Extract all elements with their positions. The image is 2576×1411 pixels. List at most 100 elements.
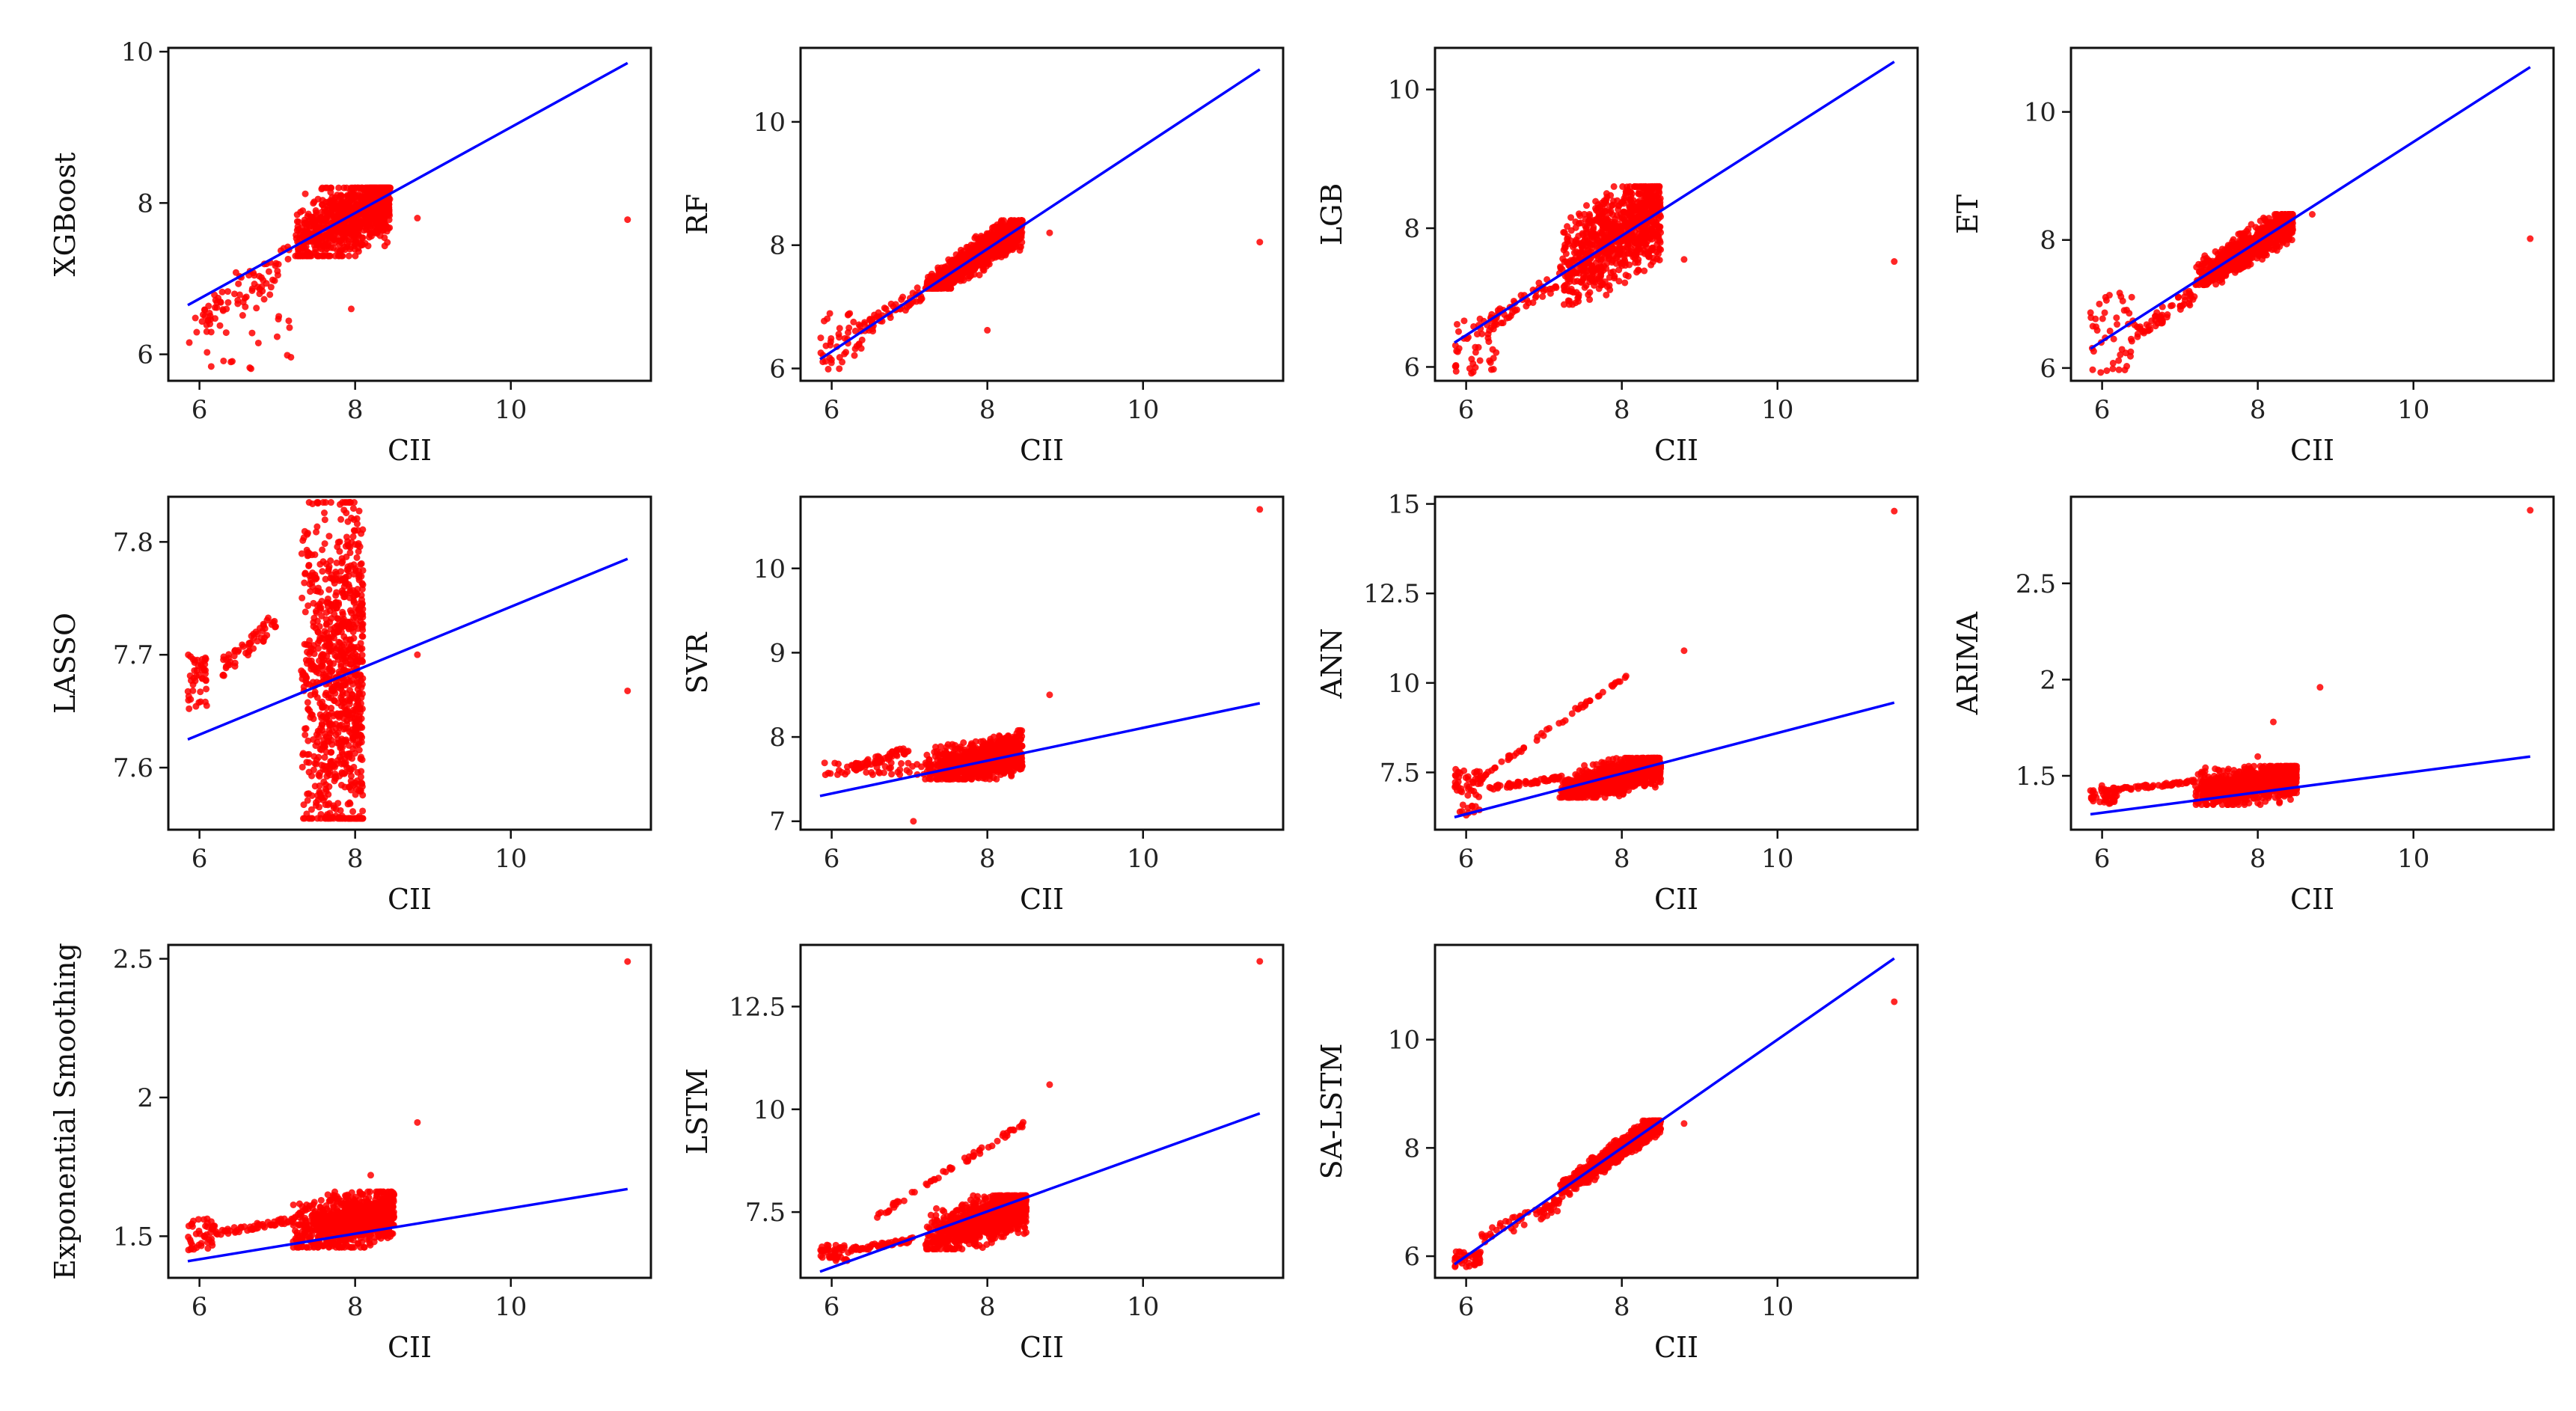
axes-frame <box>1434 46 1919 382</box>
data-point <box>1604 218 1612 226</box>
data-point <box>2106 327 2114 334</box>
data-point <box>266 291 274 299</box>
data-point <box>987 235 994 242</box>
data-point <box>2115 357 2123 364</box>
data-point <box>313 602 321 610</box>
data-point <box>1633 248 1640 256</box>
data-point <box>304 699 311 706</box>
data-point <box>187 677 195 685</box>
data-point <box>1635 266 1642 274</box>
data-point <box>909 290 917 297</box>
data-point <box>216 322 224 329</box>
data-point <box>1603 260 1611 267</box>
data-point <box>2266 239 2274 247</box>
y-axis-title: LGB <box>1315 183 1348 246</box>
data-point <box>268 621 275 628</box>
data-point <box>322 788 330 795</box>
data-point <box>186 705 193 712</box>
data-point <box>310 735 317 743</box>
data-point <box>248 329 256 337</box>
data-point <box>354 679 361 686</box>
data-point <box>335 241 343 248</box>
data-point <box>339 750 346 758</box>
data-point <box>347 772 355 780</box>
data-point <box>1621 262 1629 269</box>
data-point <box>322 499 329 506</box>
data-point <box>956 251 964 259</box>
data-point <box>354 215 361 222</box>
data-point <box>858 336 866 343</box>
data-point <box>251 272 258 279</box>
data-point <box>851 352 858 359</box>
data-point <box>1642 201 1649 208</box>
y-axis-title: ET <box>1951 195 1984 234</box>
data-point <box>2240 259 2248 266</box>
data-point <box>1644 189 1651 196</box>
data-point <box>322 621 330 628</box>
data-point <box>316 769 324 777</box>
data-point <box>1523 302 1530 310</box>
data-point <box>1567 285 1575 293</box>
y-axis-title: RF <box>681 194 714 235</box>
x-tick-label: 6 <box>192 395 208 425</box>
data-point <box>1622 192 1630 199</box>
fit-line <box>187 61 628 307</box>
data-point <box>310 200 317 207</box>
data-point <box>2271 212 2279 220</box>
data-point <box>2221 246 2229 254</box>
data-point <box>186 339 193 346</box>
data-point <box>850 318 857 325</box>
data-point <box>347 777 355 785</box>
data-point <box>861 319 869 326</box>
data-point <box>1560 283 1567 290</box>
data-point <box>301 252 308 260</box>
data-point <box>351 527 358 534</box>
data-point <box>2268 224 2275 231</box>
data-point <box>1891 258 1898 266</box>
data-point <box>305 706 312 713</box>
data-point <box>2201 252 2209 260</box>
data-point <box>384 239 391 246</box>
data-point <box>299 763 306 771</box>
data-point <box>260 637 267 645</box>
data-point <box>2218 275 2226 283</box>
data-point <box>1595 285 1603 293</box>
data-point <box>359 610 367 618</box>
data-point <box>1585 218 1592 225</box>
data-point <box>898 296 905 303</box>
data-point <box>195 699 203 706</box>
data-point <box>1454 328 1462 335</box>
data-point <box>304 552 311 560</box>
data-point <box>1630 203 1638 210</box>
data-point <box>348 609 355 616</box>
data-point <box>358 580 366 587</box>
data-point <box>239 312 246 319</box>
data-point <box>347 786 355 794</box>
data-point <box>355 567 363 575</box>
data-point <box>343 533 350 541</box>
scatter-points <box>186 184 631 373</box>
data-point <box>855 321 863 328</box>
data-point <box>339 610 346 618</box>
data-point <box>299 815 307 822</box>
data-point <box>1473 331 1481 338</box>
data-point <box>1018 239 1026 246</box>
data-point <box>321 730 328 738</box>
scatter-points <box>184 499 631 822</box>
data-point <box>349 223 356 230</box>
data-point <box>341 228 349 236</box>
data-point <box>323 184 331 192</box>
data-point <box>332 720 340 728</box>
data-point <box>1605 228 1612 236</box>
scatter-points <box>2087 211 2534 376</box>
data-point <box>299 594 306 602</box>
data-point <box>1476 315 1484 322</box>
y-tick-label: 8 <box>2040 226 2056 256</box>
data-point <box>319 197 326 204</box>
data-point <box>1581 210 1588 218</box>
data-point <box>327 499 334 506</box>
data-point <box>2268 246 2276 254</box>
data-point <box>2103 367 2111 374</box>
data-point <box>248 287 256 294</box>
